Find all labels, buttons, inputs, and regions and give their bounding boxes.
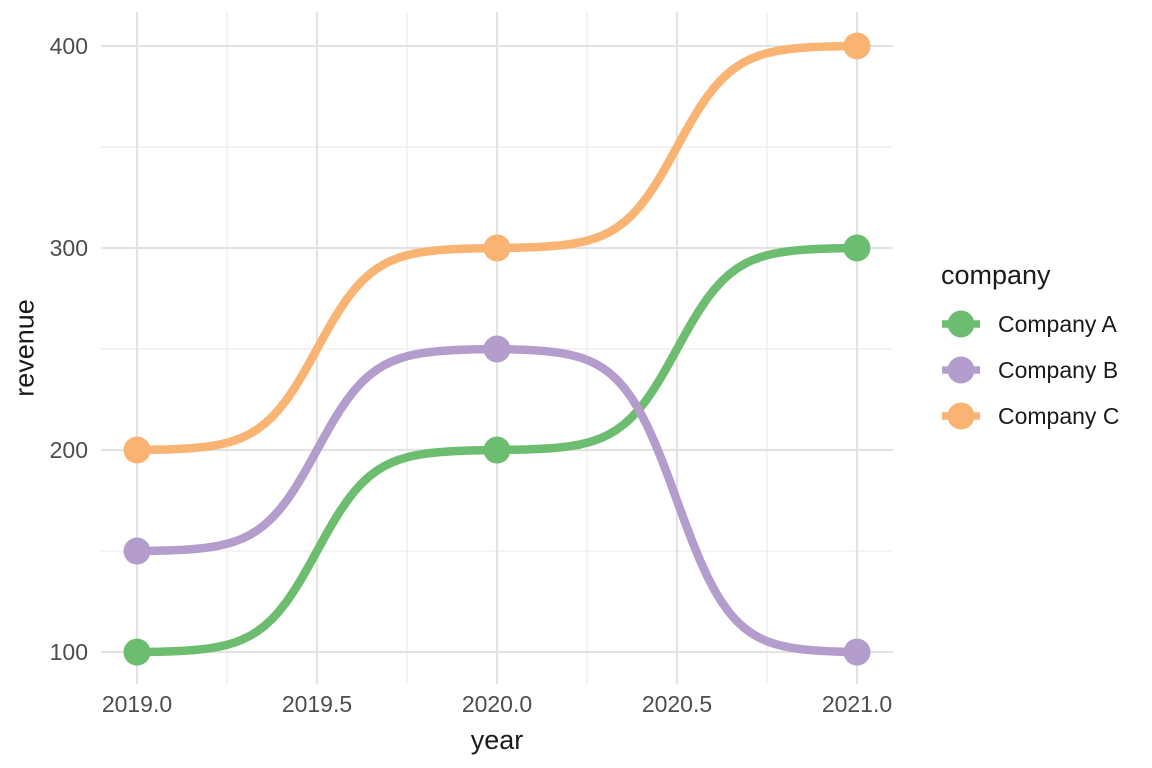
legend-key-icon <box>942 356 980 384</box>
legend-label: Company B <box>998 356 1119 383</box>
legend-title: company <box>941 260 1051 290</box>
legend: company Company A Company B Company C <box>941 260 1119 445</box>
x-tick-label: 2021.0 <box>822 691 892 717</box>
x-tick-label: 2020.0 <box>462 691 532 717</box>
data-point-company-a <box>123 638 151 666</box>
legend-entry: Company B <box>941 353 1119 387</box>
x-axis-title: year <box>470 725 524 755</box>
x-tick-label: 2020.5 <box>642 691 712 717</box>
data-point-company-a <box>483 436 511 464</box>
legend-label: Company A <box>998 310 1117 337</box>
data-point-company-c <box>483 234 511 262</box>
y-tick-label: 200 <box>50 437 88 463</box>
legend-entry: Company A <box>941 307 1119 341</box>
data-point-company-c <box>843 32 871 60</box>
x-tick-label: 2019.5 <box>282 691 352 717</box>
y-tick-label: 400 <box>50 33 88 59</box>
data-point-company-a <box>843 234 871 262</box>
legend-key-icon <box>942 310 980 338</box>
legend-entries: Company A Company B Company C <box>941 307 1119 433</box>
y-tick-label: 100 <box>50 639 88 665</box>
data-point-company-b <box>483 335 511 363</box>
legend-entry: Company C <box>941 399 1119 433</box>
y-axis-title: revenue <box>9 299 40 397</box>
y-tick-label: 300 <box>50 235 88 261</box>
legend-key-icon <box>942 402 980 430</box>
legend-label: Company C <box>998 402 1120 429</box>
data-point-company-b <box>123 537 151 565</box>
data-point-company-c <box>123 436 151 464</box>
x-tick-label: 2019.0 <box>102 691 172 717</box>
data-point-company-b <box>843 638 871 666</box>
